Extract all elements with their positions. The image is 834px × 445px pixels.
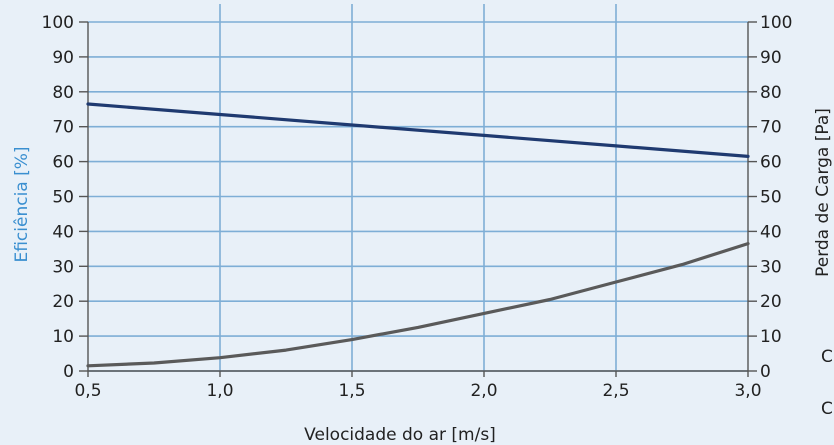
right-tick-label: 70: [760, 118, 782, 138]
series-lines: [86, 102, 750, 368]
efficiency-line: [86, 102, 750, 158]
left-tick-label: 20: [52, 292, 74, 312]
axes: [79, 21, 757, 377]
axis-labels: 0 10 20 30 40 50 60 70 80 90 100 0 10 20 30 40 50 60 70 80 9…: [12, 13, 833, 445]
right-tick-label: 80: [760, 83, 782, 103]
x-tick-label: 3,0: [734, 381, 761, 401]
x-tick-label: 0,5: [74, 381, 101, 401]
x-tick-label: 2,5: [602, 381, 629, 401]
left-tick-label: 60: [52, 153, 74, 173]
left-tick-label: 40: [52, 222, 74, 242]
x-tick-label: 1,0: [206, 381, 233, 401]
left-tick-label: 100: [42, 13, 74, 33]
left-tick-label: 0: [63, 362, 74, 382]
right-tick-label: 20: [760, 292, 782, 312]
x-tick-label: 1,5: [338, 381, 365, 401]
x-tick-label: 2,0: [470, 381, 497, 401]
right-tick-label: 90: [760, 48, 782, 68]
cut-off-text-2: C: [821, 399, 833, 419]
left-tick-label: 70: [52, 118, 74, 138]
right-axis-title: Perda de Carga [Pa]: [813, 108, 833, 277]
left-tick-label: 10: [52, 327, 74, 347]
right-tick-label: 30: [760, 257, 782, 277]
left-tick-label: 50: [52, 188, 74, 208]
right-tick-label: 50: [760, 188, 782, 208]
right-tick-label: 40: [760, 222, 782, 242]
left-tick-label: 30: [52, 257, 74, 277]
cut-off-text-1: C: [821, 347, 833, 367]
left-axis-title: Eficiência [%]: [12, 146, 32, 262]
right-tick-label: 0: [760, 362, 771, 382]
grid: [88, 4, 748, 372]
right-tick-label: 10: [760, 327, 782, 347]
x-axis-title: Velocidade do ar [m/s]: [304, 425, 496, 445]
right-tick-label: 60: [760, 153, 782, 173]
right-tick-label: 100: [760, 13, 792, 33]
pressure-drop-line: [86, 242, 750, 368]
left-tick-label: 90: [52, 48, 74, 68]
left-tick-label: 80: [52, 83, 74, 103]
